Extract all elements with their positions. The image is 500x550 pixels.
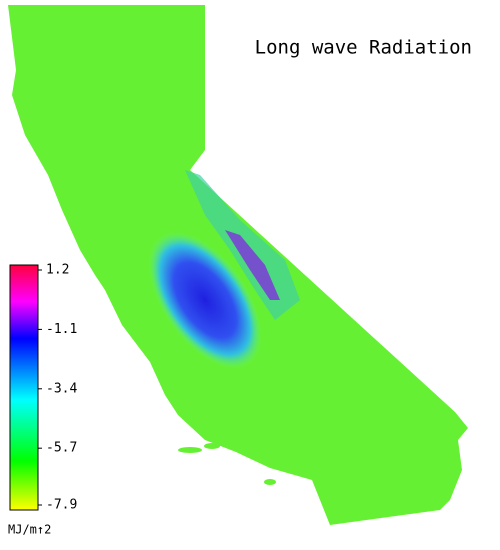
state-shape [8, 5, 468, 525]
tick-label: -1.1 [46, 322, 77, 337]
sierra-core [225, 230, 280, 300]
island [178, 447, 202, 453]
island [204, 443, 220, 449]
tick-label: -7.9 [46, 498, 77, 513]
colorbar [9, 264, 39, 511]
tick-label: -3.4 [46, 381, 77, 396]
central-valley [148, 231, 262, 369]
colorbar-unit: MJ/m↑2 [8, 523, 51, 537]
tick-label: 1.2 [46, 263, 69, 278]
island [264, 479, 276, 485]
map-title: Long wave Radiation [255, 37, 472, 59]
tick-label: -5.7 [46, 441, 77, 456]
